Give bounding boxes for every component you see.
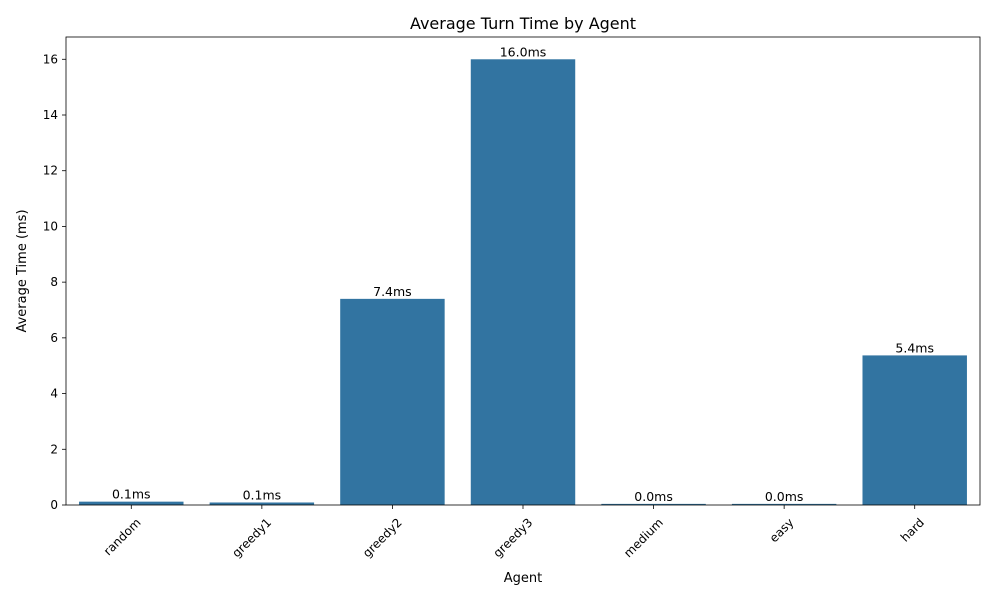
data-label-hard: 5.4ms xyxy=(895,340,934,355)
data-label-easy: 0.0ms xyxy=(765,489,804,504)
data-label-medium: 0.0ms xyxy=(634,489,673,504)
x-axis-label: Agent xyxy=(504,571,542,586)
y-tick-label-14: 14 xyxy=(43,108,58,122)
bar-random xyxy=(79,501,184,505)
y-tick-label-6: 6 xyxy=(50,331,58,345)
y-tick-label-2: 2 xyxy=(50,442,58,456)
y-tick-label-10: 10 xyxy=(43,219,58,233)
y-tick-label-4: 4 xyxy=(50,387,58,401)
bar-greedy3 xyxy=(470,59,576,506)
y-tick-label-12: 12 xyxy=(43,164,58,178)
data-labels-group: 0.1ms 0.1ms 7.4ms 16.0ms 0.0ms 0.0ms 5.4ms xyxy=(112,44,934,504)
plot-frame xyxy=(65,36,981,506)
bar-easy xyxy=(731,503,837,505)
bar-hard xyxy=(862,355,967,505)
bars-group xyxy=(79,59,967,506)
y-tick-label-0: 0 xyxy=(50,498,58,512)
data-label-greedy1: 0.1ms xyxy=(243,487,282,502)
data-label-random: 0.1ms xyxy=(112,487,151,502)
y-axis: 0 2 4 6 8 10 12 14 16 xyxy=(43,52,66,512)
bar-greedy1 xyxy=(209,502,315,505)
bar-greedy2 xyxy=(340,298,445,505)
bar-medium xyxy=(601,503,706,505)
data-label-greedy3: 16.0ms xyxy=(500,44,547,59)
y-axis-label: Average Time (ms) xyxy=(15,209,30,332)
y-tick-label-16: 16 xyxy=(43,52,58,66)
data-label-greedy2: 7.4ms xyxy=(373,284,412,299)
chart-title: Average Turn Time by Agent xyxy=(410,14,636,33)
y-tick-label-8: 8 xyxy=(50,275,58,289)
